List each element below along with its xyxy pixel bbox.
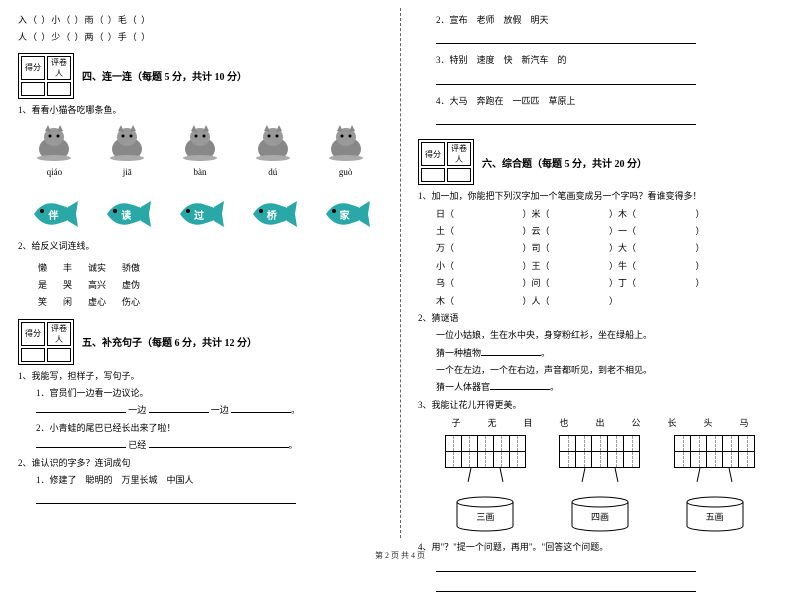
- r-top-3: 3．特别 速度 快 新汽车 的: [436, 53, 782, 67]
- q5-2-1: 1．修建了 聪明的 万里长城 中国人: [36, 473, 382, 487]
- q6-2: 2、猜谜语: [418, 311, 782, 325]
- q5-1: 1、我能写，担样子，写句子。: [18, 369, 382, 383]
- section-5-title: 五、补充句子（每题 6 分，共计 12 分）: [82, 334, 257, 349]
- fish-1: 伴: [30, 197, 78, 233]
- fish-4: 桥: [249, 197, 297, 233]
- antonym-table: 懒丰诚实骄傲 是哭高兴虚伪 笑闲虚心伤心: [36, 258, 156, 311]
- riddle-2: 一个在左边，一个在右边，声音都听见，到老不相见。: [436, 363, 782, 377]
- section-4-title: 四、连一连（每题 5 分，共计 10 分）: [82, 68, 247, 83]
- right-column: 2．宣布 老师 放假 明天 3．特别 速度 快 新汽车 的 4．大马 奔跑在 一…: [400, 0, 800, 565]
- riddle-2-ans: 猜一人体器官。: [436, 380, 782, 394]
- score-box: 得分评卷人: [18, 319, 74, 365]
- blank-line: [436, 30, 782, 50]
- q6-1-grid: 日（）米（）木（） 土（）云（）一（） 万（）司（）大（） 小（）王（）牛（） …: [436, 207, 782, 308]
- grid-3-strokes: 三画: [445, 435, 526, 534]
- fish-2: 读: [103, 197, 151, 233]
- cat-3: bàn: [177, 123, 223, 177]
- q6-1: 1、加一加，你能把下列汉字加一个笔画变成另一个字吗？看谁变得多！: [418, 189, 782, 203]
- fish-row: 伴 读 过 桥 家: [18, 197, 382, 233]
- score-box: 得分评卷人: [18, 53, 74, 99]
- section-4-header: 得分评卷人 四、连一连（每题 5 分，共计 10 分）: [18, 53, 382, 99]
- r-top-2: 2．宣布 老师 放假 明天: [436, 13, 782, 27]
- blank-line: [436, 71, 782, 91]
- top-char-row-1: 入（ ）小（ ）雨（ ）毛（ ）: [18, 13, 382, 27]
- blank-line: [36, 490, 382, 510]
- blank-line: [436, 111, 782, 131]
- left-column: 入（ ）小（ ）雨（ ）毛（ ） 人（ ）少（ ）两（ ）手（ ） 得分评卷人 …: [0, 0, 400, 565]
- riddle-1: 一位小姑娘，生在水中央，身穿粉红衫，坐在绿船上。: [436, 328, 782, 342]
- grid-5-strokes: 五画: [674, 435, 755, 534]
- page-footer: 第 2 页 共 4 页: [0, 550, 800, 561]
- score-box: 得分评卷人: [418, 139, 474, 185]
- q4-1-text: 1、看看小猫各吃哪条鱼。: [18, 103, 382, 117]
- q5-1-2: 2．小青蛙的尾巴已经长出来了啦！: [36, 421, 382, 435]
- stroke-grids: 三画 四画 五画: [428, 435, 772, 534]
- q4-2-text: 2、给反义词连线。: [18, 239, 382, 253]
- top-char-row-2: 人（ ）少（ ）两（ ）手（ ）: [18, 30, 382, 44]
- r-top-4: 4．大马 奔跑在 一匹匹 草原上: [436, 94, 782, 108]
- q5-2: 2、谁认识的字多？连词成句: [18, 456, 382, 470]
- q5-1-2b: 已经 。: [36, 438, 382, 452]
- blank-line: [436, 578, 782, 598]
- section-6-title: 六、综合题（每题 5 分，共计 20 分）: [482, 155, 647, 170]
- cat-4: dú: [250, 123, 296, 177]
- fish-5: 家: [322, 197, 370, 233]
- cat-5: guò: [323, 123, 369, 177]
- q6-3-chars: 子无目 也出公 长头马: [438, 416, 762, 429]
- cat-2: jiā: [104, 123, 150, 177]
- riddle-1-ans: 猜一种植物。: [436, 346, 782, 360]
- grid-4-strokes: 四画: [559, 435, 640, 534]
- cat-1: qiáo: [31, 123, 77, 177]
- cats-row: qiáo jiā bàn dú guò: [18, 123, 382, 177]
- q6-3: 3、我能让花儿开得更美。: [418, 398, 782, 412]
- section-6-header: 得分评卷人 六、综合题（每题 5 分，共计 20 分）: [418, 139, 782, 185]
- q5-1-1: 1．官员们一边看一边议论。: [36, 386, 382, 400]
- q5-1-blank: 一边 一边 。: [36, 403, 382, 417]
- fish-3: 过: [176, 197, 224, 233]
- section-5-header: 得分评卷人 五、补充句子（每题 6 分，共计 12 分）: [18, 319, 382, 365]
